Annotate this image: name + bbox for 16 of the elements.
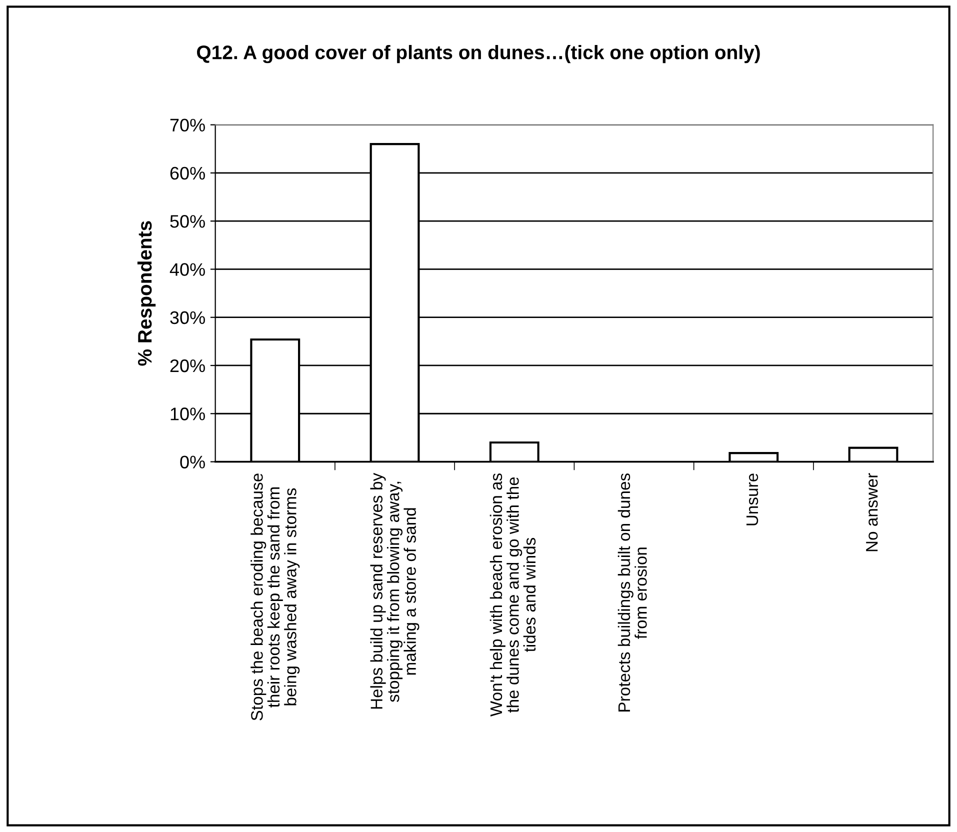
x-tick-label: Won't help with beach erosion as the dunes come and go with the tides and winds [490, 473, 536, 717]
y-tick-label: 50% [170, 215, 205, 228]
x-tick-label: Protects buildings built on dunes from erosion [618, 473, 647, 712]
y-axis-title: % Respondents [137, 221, 156, 366]
chart-title: Q12. A good cover of plants on dunes…(tick one option only) [197, 44, 760, 64]
y-tick-label: 60% [170, 166, 205, 180]
y-tick-label: 10% [170, 408, 205, 420]
y-tick-label: 20% [170, 359, 205, 372]
y-tick-label: 30% [170, 311, 205, 324]
y-tick-label: 70% [170, 118, 205, 132]
x-tick-label: Stops the beach eroding because their roots keep the sand from being washed away in storms [250, 474, 300, 720]
x-tick-label: No answer [866, 473, 878, 552]
x-tick-label: Unsure [746, 474, 758, 526]
y-tick-label: 0% [180, 456, 205, 468]
y-tick-label: 40% [170, 263, 205, 276]
x-tick-label: Helps build up sand reserves by stopping it from blowing away, making a store of sand [370, 472, 420, 709]
